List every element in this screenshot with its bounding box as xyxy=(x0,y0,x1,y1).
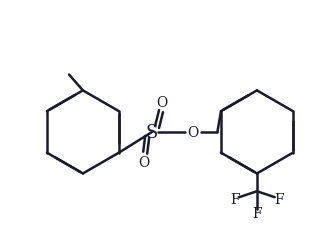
Text: F: F xyxy=(274,192,284,206)
Text: F: F xyxy=(252,206,262,220)
Text: F: F xyxy=(230,192,240,206)
Text: O: O xyxy=(156,96,168,110)
Text: O: O xyxy=(187,126,198,139)
Text: S: S xyxy=(146,124,158,141)
Text: O: O xyxy=(139,155,150,169)
